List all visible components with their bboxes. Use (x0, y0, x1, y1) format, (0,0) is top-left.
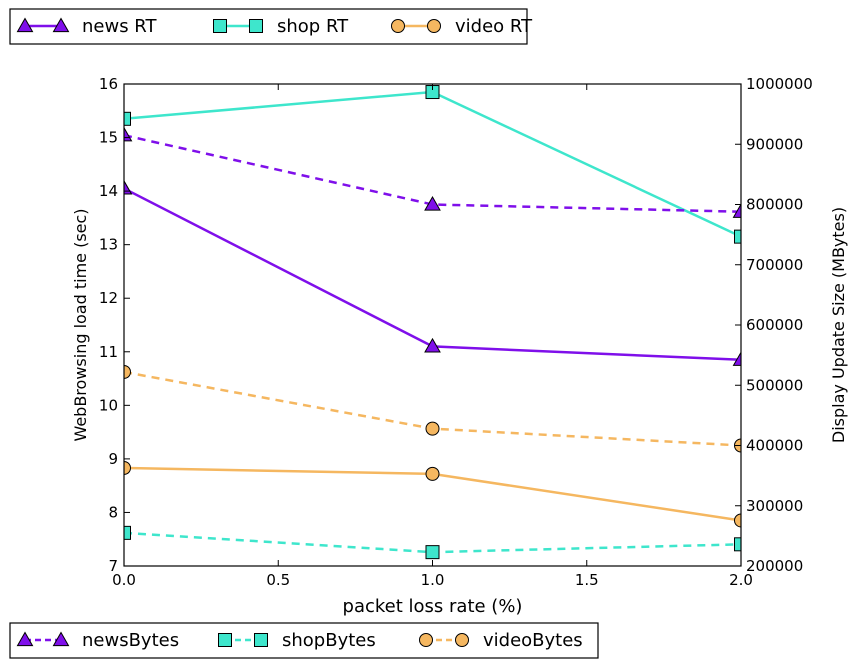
legend-label-shop-rt: shop RT (277, 16, 349, 37)
right-tick-label: 1000000 (746, 75, 813, 93)
series-layer (124, 85, 741, 560)
right-tick-label: 400000 (746, 437, 803, 455)
legend-bottom-frame (9, 622, 599, 659)
right-tick-label: 600000 (746, 316, 803, 334)
x-tick-label: 1.5 (575, 571, 599, 589)
left-tick-label: 15 (99, 129, 118, 147)
plot-area (124, 84, 741, 566)
right-tick-label: 700000 (746, 256, 803, 274)
legend-marker-video-rt (391, 19, 405, 33)
legend-marker-shopbytes (218, 633, 232, 647)
data-point-shopbytes (734, 537, 741, 552)
left-tick-label: 12 (99, 289, 118, 307)
right-tick-label: 300000 (746, 497, 803, 515)
data-point-video-rt (124, 460, 131, 475)
left-tick-label: 16 (99, 75, 118, 93)
data-point-shop-rt (734, 229, 741, 244)
axes-layer: 0.0 0.5 1.0 1.5 2.0 7 8 9 10 11 12 13 14 15 16 200000 30… (99, 75, 813, 589)
data-point-shop-rt (124, 111, 131, 126)
legend-top: news RT shop RT video RT (9, 8, 533, 45)
right-tick-label: 500000 (746, 376, 803, 394)
series-line-newsbytes (124, 133, 741, 213)
legend-label-videobytes: videoBytes (483, 630, 583, 651)
left-tick-label: 7 (108, 557, 118, 575)
x-tick-label: 2.0 (729, 571, 753, 589)
legend-marker-newsbytes (52, 631, 70, 647)
legend-label-video-rt: video RT (455, 16, 533, 37)
right-tick-label: 800000 (746, 196, 803, 214)
data-point-news-rt (732, 351, 741, 366)
legend-marker-shop-rt (249, 19, 263, 33)
legend-marker-news-rt (52, 17, 70, 33)
data-point-videobytes (425, 421, 440, 436)
x-tick-label: 0.5 (266, 571, 290, 589)
legend-label-shopbytes: shopBytes (282, 630, 376, 651)
legend-marker-shop-rt (213, 19, 227, 33)
data-point-video-rt (734, 513, 741, 528)
legend-marker-videobytes (419, 633, 433, 647)
x-tick-label: 1.0 (421, 571, 445, 589)
legend-marker-videobytes (455, 633, 469, 647)
legend-bottom: newsBytes shopBytes videoBytes (9, 622, 599, 659)
left-tick-label: 9 (108, 450, 118, 468)
data-point-newsbytes (424, 195, 441, 211)
data-point-shopbytes (124, 525, 131, 540)
left-tick-label: 13 (99, 236, 118, 254)
data-point-videobytes (124, 364, 131, 379)
data-point-newsbytes (732, 203, 741, 218)
legend-marker-news-rt (16, 17, 34, 33)
left-tick-label: 11 (99, 343, 118, 361)
data-point-shopbytes (425, 545, 440, 560)
right-tick-label: 900000 (746, 135, 803, 153)
right-axis-label: Display Update Size (MBytes) (829, 207, 848, 443)
left-tick-label: 10 (99, 396, 118, 414)
left-tick-label: 8 (108, 503, 118, 521)
legend-label-newsbytes: newsBytes (82, 630, 179, 651)
data-point-video-rt (425, 466, 440, 481)
legend-marker-shopbytes (254, 633, 268, 647)
data-point-news-rt (424, 337, 441, 353)
left-tick-label: 14 (99, 182, 118, 200)
x-tick-label: 0.0 (112, 571, 136, 589)
series-group (124, 85, 741, 560)
left-axis-label: WebBrowsing load time (sec) (71, 208, 90, 441)
legend-marker-video-rt (427, 19, 441, 33)
right-tick-label: 200000 (746, 557, 803, 575)
x-axis-label: packet loss rate (%) (343, 596, 523, 617)
legend-marker-newsbytes (16, 631, 34, 647)
legend-label-news-rt: news RT (82, 16, 158, 37)
